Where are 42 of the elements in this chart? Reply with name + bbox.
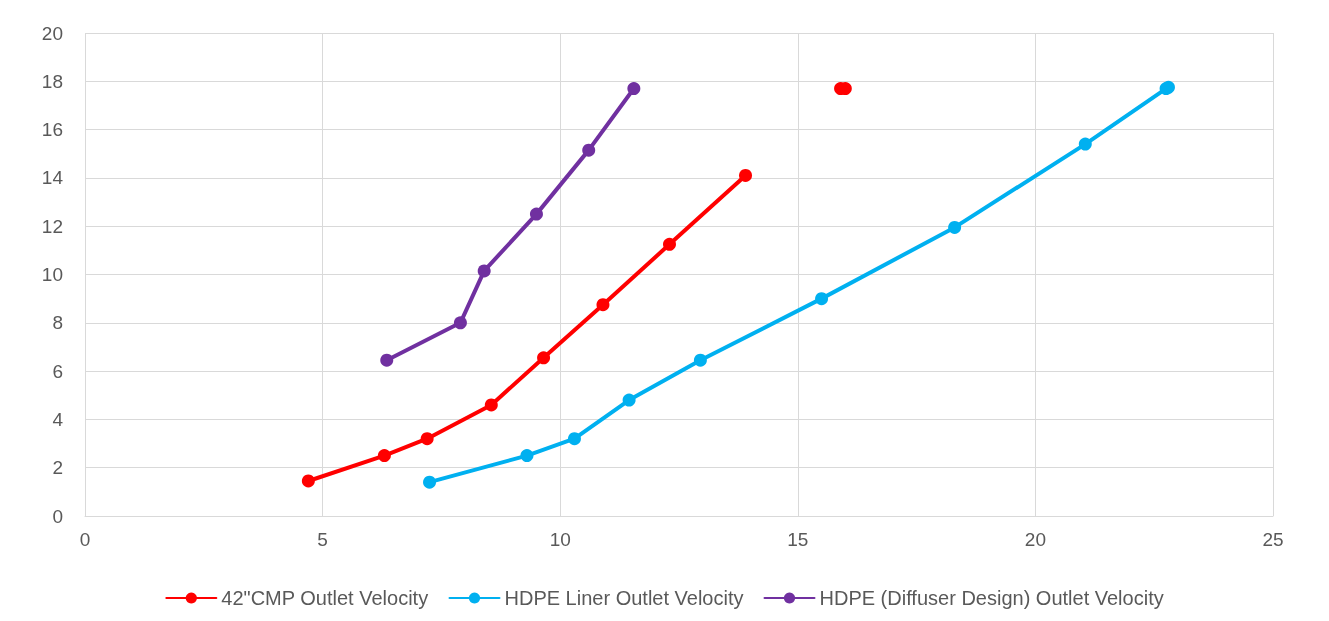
- y-tick-label: 10: [41, 264, 63, 285]
- x-tick-label: 15: [787, 529, 809, 550]
- y-tick-label: 0: [52, 505, 63, 527]
- point: [377, 449, 391, 463]
- point: [453, 316, 467, 330]
- y-tick-label: 4: [52, 408, 64, 430]
- point: [582, 143, 596, 157]
- y-tick-label: 8: [52, 312, 63, 334]
- point: [693, 353, 707, 367]
- y-tick-label: 20: [41, 22, 63, 44]
- y-tick-label: 18: [41, 70, 63, 92]
- point: [739, 168, 753, 182]
- point: [596, 298, 610, 312]
- point: [423, 475, 437, 489]
- x-tick-label: 0: [79, 529, 91, 550]
- y-tick-label: 14: [41, 167, 64, 189]
- point: [815, 292, 829, 306]
- point: [529, 207, 543, 221]
- point: [520, 449, 534, 463]
- point: [420, 432, 434, 446]
- point: [627, 82, 641, 96]
- legend-label: HDPE (Diffuser Design) Outlet Velocity: [819, 587, 1164, 609]
- point: [663, 237, 676, 251]
- y-tick-label: 16: [41, 119, 63, 141]
- point: [484, 398, 498, 412]
- point: [948, 220, 962, 234]
- point: [301, 474, 315, 488]
- point: [1078, 137, 1092, 151]
- y-tick-label: 2: [52, 457, 63, 479]
- point: [622, 393, 636, 407]
- y-tick-label: 12: [41, 215, 63, 237]
- y-tick-label: 6: [52, 360, 63, 382]
- point: [477, 264, 491, 278]
- x-tick-label: 20: [1024, 529, 1046, 550]
- point: [380, 353, 394, 367]
- x-tick-label: 5: [317, 529, 328, 550]
- x-tick-label: 10: [549, 529, 571, 550]
- x-tick-label: 25: [1262, 529, 1284, 550]
- legend-label: HDPE Liner Outlet Velocity: [504, 587, 744, 609]
- point: [537, 351, 551, 365]
- legend-label: 42"CMP Outlet Velocity: [221, 587, 429, 609]
- point: [567, 432, 581, 446]
